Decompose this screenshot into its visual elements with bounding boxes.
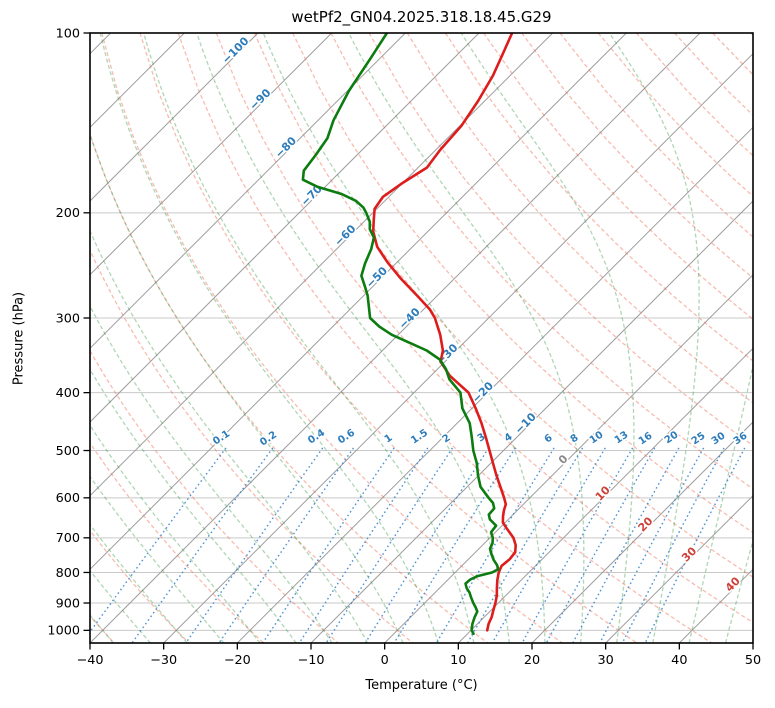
mixing-ratio-label: 20 — [663, 429, 681, 446]
mixing-ratio-label: 6 — [543, 432, 555, 445]
isotherm-label: 40 — [723, 574, 743, 594]
mixing-ratio-label: 36 — [732, 430, 750, 447]
isotherm-label: −60 — [332, 222, 359, 249]
plot-area: −100−90−80−70−60−50−40−30−20−10010203040… — [90, 33, 753, 643]
mixing-ratio-label: 10 — [588, 429, 606, 446]
x-tick-label: 10 — [450, 653, 466, 668]
x-tick-label: −30 — [150, 653, 177, 668]
chart-title: wetPf2_GN04.2025.318.18.45.G29 — [291, 8, 552, 26]
mixing-ratio-label: 30 — [710, 430, 728, 447]
isotherm-label: −30 — [434, 341, 461, 368]
mixing-ratio-label: 1 — [383, 432, 395, 445]
isotherm-label: −90 — [247, 86, 274, 113]
isobar-gridlines — [90, 33, 753, 631]
mixing-ratio-label: 0.6 — [336, 427, 357, 446]
x-tick-label: −40 — [76, 653, 103, 668]
x-tick-label: 20 — [524, 653, 540, 668]
mixing-ratio-label: 0.4 — [306, 427, 327, 446]
y-tick-label: 900 — [56, 596, 80, 611]
isotherm-label: −70 — [298, 182, 325, 209]
mixing-ratio-label: 4 — [503, 431, 515, 444]
temperature-curve — [371, 33, 517, 632]
mixing-ratio-label: 0.1 — [211, 428, 232, 447]
y-tick-label: 400 — [56, 386, 80, 401]
y-tick-label: 200 — [56, 206, 80, 221]
isotherm-label: 30 — [679, 544, 699, 564]
x-tick-label: 40 — [671, 653, 687, 668]
mixing-ratio-label: 1.5 — [409, 427, 430, 446]
isotherm-label: −50 — [364, 264, 391, 291]
y-tick-label: 100 — [56, 26, 80, 41]
isotherm-label: −80 — [273, 134, 300, 161]
y-tick-label: 800 — [56, 566, 80, 581]
isotherm-label: 10 — [593, 483, 613, 503]
y-tick-label: 500 — [56, 444, 80, 459]
x-tick-label: −20 — [224, 653, 251, 668]
x-axis: −40 −30 −20 −10 0 10 20 30 40 50 — [76, 643, 761, 668]
isotherm-label: −100 — [220, 34, 252, 66]
mixing-ratio-lines — [90, 447, 746, 643]
x-tick-label: 30 — [598, 653, 614, 668]
mixing-ratio-label: 25 — [690, 430, 708, 447]
y-tick-label: 300 — [56, 311, 80, 326]
dewpoint-curve — [301, 33, 500, 635]
y-tick-label: 1000 — [47, 624, 80, 639]
moist-adiabats — [90, 33, 753, 643]
x-tick-label: 0 — [381, 653, 389, 668]
isotherm-label: 20 — [636, 514, 656, 534]
x-tick-label: −10 — [297, 653, 324, 668]
isotherm-lines — [90, 33, 753, 643]
mixing-ratio-labels: 0.1 0.2 0.4 0.6 1 1.5 2 3 4 6 8 10 13 16 20 25 30 36 — [210, 426, 751, 450]
y-tick-label: 600 — [56, 491, 80, 506]
plot-border — [89, 32, 754, 644]
y-axis-label: Pressure (hPa) — [11, 291, 27, 386]
dry-adiabats — [90, 33, 753, 643]
y-axis: 100 200 300 400 500 600 700 800 900 1000 — [47, 26, 90, 639]
x-axis-label: Temperature (°C) — [365, 678, 478, 693]
y-tick-label: 700 — [56, 531, 80, 546]
mixing-ratio-label: 16 — [637, 430, 655, 447]
x-tick-label: 50 — [745, 653, 761, 668]
